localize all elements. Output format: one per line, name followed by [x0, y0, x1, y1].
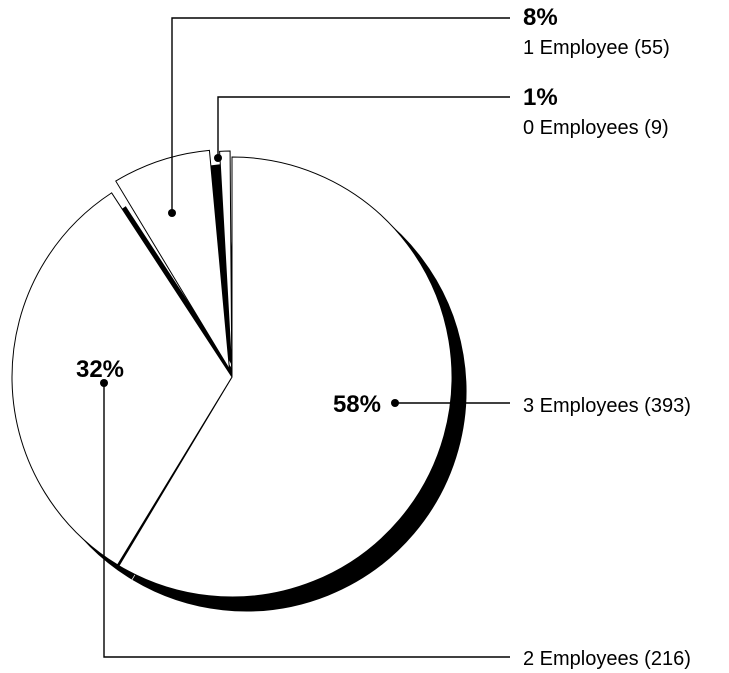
leader-line	[171, 17, 510, 213]
leader-dot	[391, 399, 399, 407]
leader-line	[217, 96, 510, 158]
slice-category-label: 3 Employees (393)	[523, 395, 691, 417]
leader-line	[103, 383, 510, 658]
leader-dot	[168, 209, 176, 217]
slice-percent-label: 32%	[76, 356, 124, 383]
slice-percent-label: 8%	[523, 4, 558, 31]
leader-dot	[214, 154, 222, 162]
slice-category-label: 1 Employee (55)	[523, 37, 670, 59]
slice-percent-label: 58%	[333, 391, 381, 418]
leader-dot	[100, 379, 108, 387]
slice-category-label: 2 Employees (216)	[523, 648, 691, 670]
pie-slice	[118, 156, 453, 598]
pie-slice	[219, 150, 233, 372]
pie-slice	[11, 192, 233, 566]
pie-slices	[11, 149, 453, 598]
slice-labels: 58% 3 Employees (393) 32% 2 Employees (216)…	[76, 4, 691, 670]
slice-category-label: 0 Employees (9)	[523, 117, 669, 139]
pie-slice	[115, 149, 231, 370]
leader-lines	[100, 17, 510, 658]
slice-percent-label: 1%	[523, 84, 558, 111]
